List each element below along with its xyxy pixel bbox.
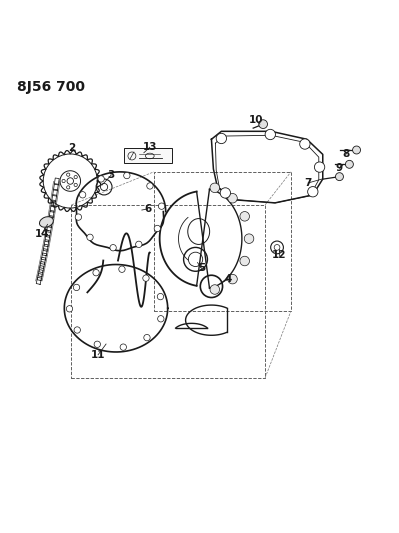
Circle shape [157, 294, 164, 300]
Circle shape [353, 146, 361, 154]
Circle shape [124, 172, 130, 179]
Circle shape [66, 305, 73, 312]
Circle shape [300, 139, 310, 149]
Text: 14: 14 [34, 229, 49, 239]
Circle shape [216, 133, 227, 143]
Text: 6: 6 [144, 204, 152, 214]
Circle shape [244, 234, 254, 244]
Circle shape [314, 162, 325, 172]
Circle shape [67, 178, 73, 184]
Text: 12: 12 [272, 251, 286, 260]
Text: 4: 4 [225, 274, 232, 284]
Circle shape [74, 183, 77, 187]
Circle shape [110, 245, 116, 251]
Text: 8: 8 [342, 149, 350, 159]
Circle shape [308, 187, 318, 197]
Circle shape [74, 175, 77, 179]
Circle shape [75, 214, 81, 220]
Circle shape [158, 203, 165, 209]
Circle shape [147, 183, 153, 189]
Circle shape [210, 285, 219, 294]
Circle shape [93, 270, 99, 276]
Circle shape [119, 266, 125, 272]
Text: 7: 7 [304, 178, 312, 188]
Text: 2: 2 [68, 143, 75, 153]
Circle shape [265, 130, 275, 140]
Circle shape [120, 344, 126, 350]
Text: 5: 5 [198, 263, 205, 273]
FancyBboxPatch shape [124, 148, 172, 163]
Circle shape [136, 241, 142, 247]
Circle shape [98, 176, 104, 182]
Text: 10: 10 [249, 115, 264, 125]
Circle shape [220, 188, 231, 198]
Circle shape [73, 284, 80, 290]
Circle shape [346, 160, 354, 168]
Circle shape [67, 185, 70, 189]
Circle shape [336, 173, 344, 181]
Circle shape [87, 234, 93, 240]
Text: 11: 11 [91, 350, 105, 360]
Circle shape [79, 191, 86, 198]
Circle shape [210, 183, 219, 192]
Circle shape [143, 275, 149, 281]
Circle shape [228, 193, 237, 203]
Circle shape [144, 334, 150, 341]
Text: 8J56 700: 8J56 700 [17, 79, 85, 94]
Circle shape [94, 341, 101, 348]
Circle shape [154, 225, 160, 232]
Circle shape [62, 180, 65, 183]
Text: 9: 9 [336, 163, 343, 173]
Circle shape [67, 173, 70, 176]
Circle shape [240, 256, 249, 266]
Circle shape [74, 327, 81, 333]
Circle shape [259, 120, 267, 128]
Text: 3: 3 [108, 170, 115, 180]
Text: 13: 13 [142, 142, 157, 152]
Ellipse shape [40, 217, 53, 227]
Circle shape [158, 316, 164, 322]
Circle shape [228, 274, 237, 284]
Circle shape [240, 212, 249, 221]
